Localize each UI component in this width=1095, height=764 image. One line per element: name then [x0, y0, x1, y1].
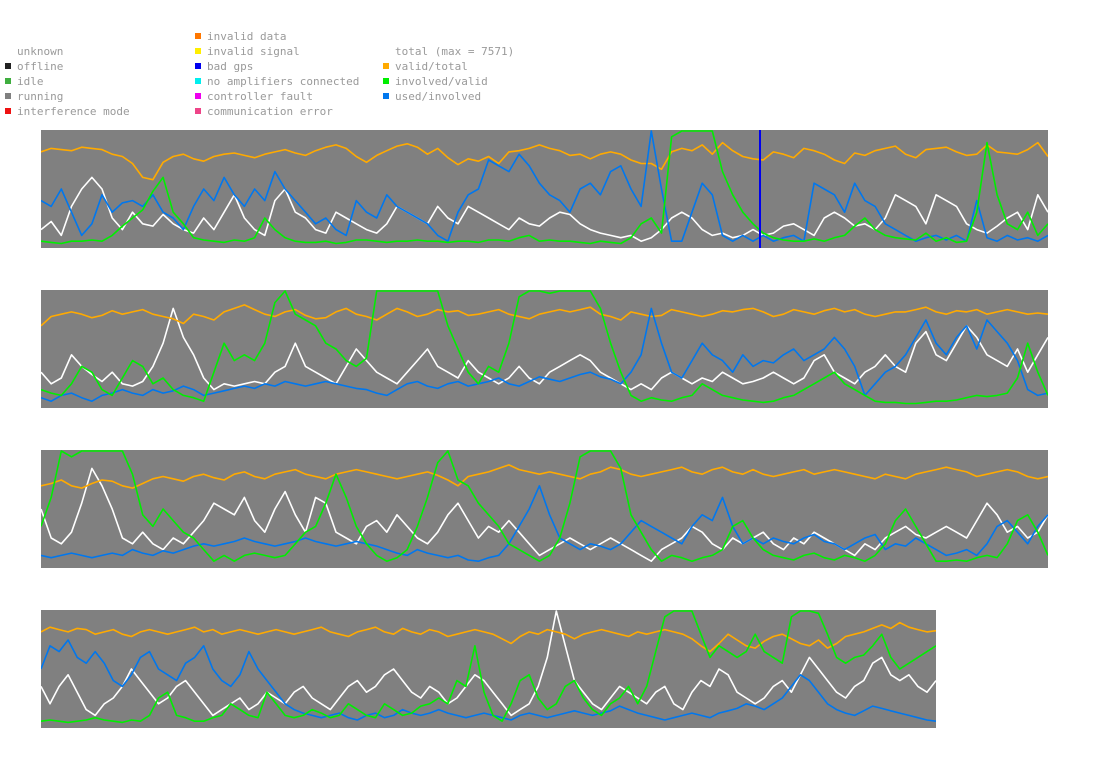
legend-swatch — [195, 93, 201, 99]
legend-label: bad gps — [207, 60, 254, 73]
series-line-involved-valid — [41, 290, 1048, 405]
chart-panel-1 — [41, 130, 1048, 248]
legend-error-bad: bad gps — [195, 59, 253, 74]
legend-label: running — [17, 90, 64, 103]
series-line-used-involved — [41, 307, 1048, 402]
series-line-involved-valid — [41, 130, 1048, 245]
series-line-used-involved — [41, 130, 1048, 242]
plot-background — [41, 610, 936, 728]
legend-swatch — [195, 33, 201, 39]
chart-panel-3 — [41, 450, 1048, 568]
series-line-involved-valid — [41, 450, 1048, 562]
legend-label: used/involved — [395, 90, 482, 103]
legend-label: offline — [17, 60, 64, 73]
legend-swatch — [195, 63, 201, 69]
legend-status-offline: offline — [5, 59, 63, 74]
legend-series-usedinvolved: used/involved — [383, 89, 481, 104]
legend-label: invalid data — [207, 30, 287, 43]
legend-label: invalid signal — [207, 45, 300, 58]
legend-label: unknown — [17, 45, 64, 58]
series-line-used-involved — [41, 639, 936, 722]
legend-swatch — [5, 108, 11, 114]
legend-series-validtotal: valid/total — [383, 59, 468, 74]
legend-series-total: total (max = 7571) — [383, 44, 514, 59]
series-line-involved-valid — [41, 610, 936, 724]
legend-status-idle: idle — [5, 74, 44, 89]
series-line-valid-total — [41, 304, 1048, 327]
legend-swatch — [5, 93, 11, 99]
legend-label: total (max = 7571) — [395, 45, 515, 58]
legend-swatch — [5, 78, 11, 84]
plot-background — [41, 450, 1048, 568]
series-line-used-involved — [41, 485, 1048, 562]
legend-status-unknown: unknown — [5, 44, 63, 59]
plot-background — [41, 290, 1048, 408]
legend-label: communication error — [207, 105, 333, 118]
legend-swatch — [383, 63, 389, 69]
legend-swatch — [5, 63, 11, 69]
legend-swatch — [195, 78, 201, 84]
legend-swatch — [195, 108, 201, 114]
legend-error-controller: controller fault — [195, 89, 313, 104]
legend-label: controller fault — [207, 90, 313, 103]
legend-swatch — [383, 78, 389, 84]
legend-swatch — [383, 48, 389, 54]
legend-error-no: no amplifiers connected — [195, 74, 359, 89]
series-line-total — [41, 610, 936, 717]
chart-panel-2 — [41, 290, 1048, 408]
legend-label: no amplifiers connected — [207, 75, 360, 88]
chart-panel-4 — [41, 610, 936, 728]
legend-error-invalid: invalid data — [195, 29, 286, 44]
legend-swatch — [195, 48, 201, 54]
legend-swatch — [383, 93, 389, 99]
legend-status-running: running — [5, 89, 63, 104]
legend-status-interference: interference mode — [5, 104, 130, 119]
series-line-valid-total — [41, 141, 1048, 181]
legend-label: idle — [17, 75, 44, 88]
legend-error-communication: communication error — [195, 104, 333, 119]
legend-label: involved/valid — [395, 75, 488, 88]
legend-error-invalid: invalid signal — [195, 44, 300, 59]
legend-label: interference mode — [17, 105, 130, 118]
series-line-total — [41, 467, 1048, 562]
legend-label: valid/total — [395, 60, 468, 73]
legend-series-involvedvalid: involved/valid — [383, 74, 488, 89]
series-line-valid-total — [41, 464, 1048, 489]
series-line-total — [41, 176, 1048, 242]
